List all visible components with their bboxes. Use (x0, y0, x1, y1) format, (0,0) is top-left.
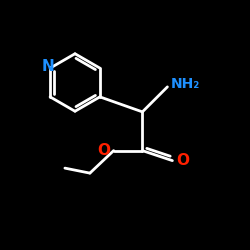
Text: NH₂: NH₂ (171, 78, 200, 91)
Text: O: O (176, 153, 189, 168)
Text: O: O (98, 143, 111, 158)
Text: N: N (41, 59, 54, 74)
